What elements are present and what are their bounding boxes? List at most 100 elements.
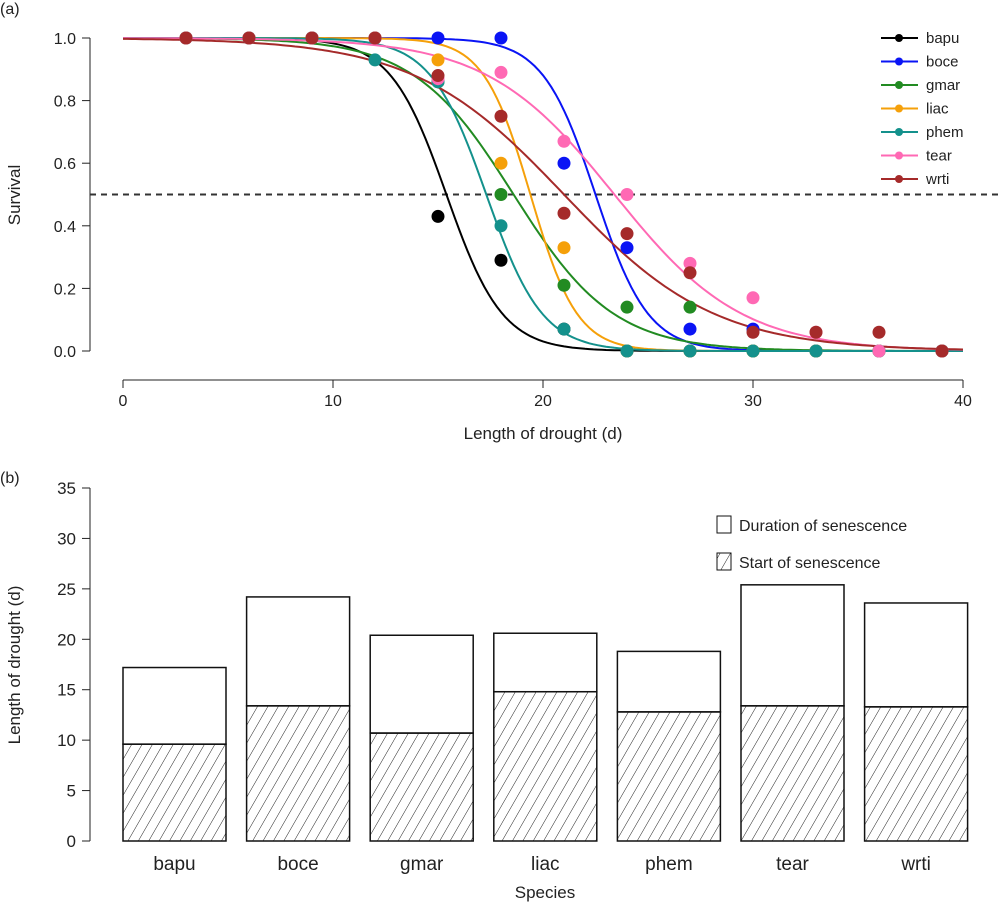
- data-point-phem: [620, 344, 634, 358]
- data-point-tear: [557, 134, 571, 148]
- data-point-wrti: [746, 325, 760, 339]
- y-tick-label: 0.2: [54, 281, 76, 298]
- y-tick-label: 0.6: [54, 156, 76, 173]
- y-tick-label: 5: [67, 782, 76, 801]
- data-point-phem: [368, 53, 382, 67]
- legend-marker-wrti: [895, 175, 903, 183]
- y-tick-label: 0.8: [54, 94, 76, 111]
- data-point-gmar: [683, 300, 697, 314]
- data-point-phem: [557, 322, 571, 336]
- y-tick-label: 0.4: [54, 219, 76, 236]
- legend-marker-boce: [895, 57, 903, 66]
- legend: bapu boce gmar liac phem tear wrti: [881, 30, 964, 188]
- y-axis-label: Survival: [5, 165, 24, 225]
- data-point-wrti: [683, 266, 697, 280]
- data-point-gmar: [494, 188, 508, 201]
- legend-swatch-duration: [716, 515, 732, 534]
- legend: Duration of senescence Start of senescenc…: [716, 515, 907, 572]
- data-point-boce: [683, 322, 697, 336]
- y-axis-label: Length of drought (d): [5, 586, 24, 745]
- legend-marker-liac: [895, 104, 903, 113]
- legend-swatch-start: [716, 552, 732, 571]
- bar-start-wrti: [863, 706, 969, 842]
- x-tick-label: 10: [324, 393, 342, 410]
- data-point-bapu: [431, 209, 445, 223]
- data-point-wrti: [431, 69, 445, 83]
- x-tick-label: tear: [776, 854, 809, 875]
- data-point-boce: [494, 31, 508, 45]
- legend-label-duration: Duration of senescence: [739, 518, 907, 535]
- y-tick-label: 0: [67, 832, 76, 851]
- data-point-gmar: [620, 300, 634, 314]
- data-point-wrti: [809, 325, 823, 339]
- data-point-tear: [620, 188, 634, 201]
- panel-a-label: (a): [0, 1, 20, 18]
- data-point-wrti: [494, 109, 508, 123]
- y-tick-label: 1.0: [54, 31, 76, 48]
- data-point-phem: [746, 344, 760, 358]
- panel-b-bar-chart: (b) Species Length of drought (d) 0 5 10 15…: [0, 470, 969, 902]
- bar-duration-wrti: [863, 602, 969, 708]
- legend-marker-phem: [895, 128, 903, 136]
- fit-curve-tear: [123, 37, 964, 351]
- x-tick-label: phem: [645, 854, 693, 875]
- data-point-wrti: [305, 31, 319, 45]
- data-point-wrti: [557, 206, 571, 220]
- legend-marker-bapu: [895, 34, 903, 42]
- panel-a-survival-chart: (a) Length of drought (d) Survival 0.0 0.…: [0, 1, 1002, 443]
- data-point-tear: [494, 65, 508, 79]
- y-tick-label: 35: [57, 479, 76, 498]
- legend-label-liac: liac: [926, 101, 949, 118]
- bar-duration-boce: [245, 596, 351, 707]
- legend-marker-tear: [895, 151, 903, 160]
- data-point-boce: [620, 241, 634, 255]
- fit-curve-phem: [123, 37, 963, 352]
- data-point-bapu: [494, 253, 508, 267]
- bar-duration-phem: [616, 650, 722, 713]
- data-point-phem: [809, 344, 823, 358]
- data-point-tear: [872, 344, 886, 358]
- y-tick-label: 10: [57, 731, 76, 750]
- data-point-tear: [683, 256, 697, 270]
- data-point-liac: [494, 156, 508, 170]
- x-tick-label: wrti: [900, 854, 931, 875]
- legend-marker-gmar: [895, 81, 903, 89]
- x-tick-label: bapu: [153, 854, 195, 875]
- y-tick-label: 30: [57, 529, 76, 548]
- bar-start-phem: [616, 711, 722, 842]
- data-point-wrti: [935, 344, 949, 358]
- data-point-wrti: [179, 31, 193, 45]
- bar-duration-gmar: [369, 634, 474, 734]
- legend-label-gmar: gmar: [926, 77, 960, 94]
- panel-b-label: (b): [0, 470, 20, 487]
- y-tick-label: 0.0: [54, 344, 76, 361]
- data-point-wrti: [872, 325, 886, 339]
- bar-duration-tear: [740, 584, 845, 707]
- data-point-phem: [494, 219, 508, 233]
- bar-duration-liac: [493, 632, 598, 693]
- x-tick-label: 20: [534, 393, 552, 410]
- legend-label-wrti: wrti: [925, 171, 949, 188]
- data-point-liac: [557, 241, 571, 255]
- data-point-wrti: [620, 227, 634, 241]
- bar-start-gmar: [369, 732, 474, 842]
- fit-curve-wrti: [123, 37, 964, 351]
- x-axis-label: Length of drought (d): [464, 424, 623, 443]
- legend-label-phem: phem: [926, 124, 964, 141]
- legend-label-tear: tear: [926, 148, 952, 165]
- data-point-phem: [683, 344, 697, 358]
- x-tick-label: boce: [277, 854, 318, 875]
- legend-label-boce: boce: [926, 54, 959, 71]
- x-axis-label: Species: [515, 883, 575, 902]
- legend-label-bapu: bapu: [926, 30, 959, 47]
- y-tick-label: 15: [57, 681, 76, 700]
- x-tick-label: 40: [954, 393, 972, 410]
- data-point-wrti: [368, 31, 382, 45]
- bar-start-boce: [245, 705, 351, 842]
- data-point-tear: [746, 291, 760, 305]
- data-point-boce: [431, 31, 445, 45]
- y-tick-label: 20: [57, 630, 76, 649]
- x-tick-label: gmar: [400, 854, 444, 875]
- x-tick-label: liac: [531, 854, 560, 875]
